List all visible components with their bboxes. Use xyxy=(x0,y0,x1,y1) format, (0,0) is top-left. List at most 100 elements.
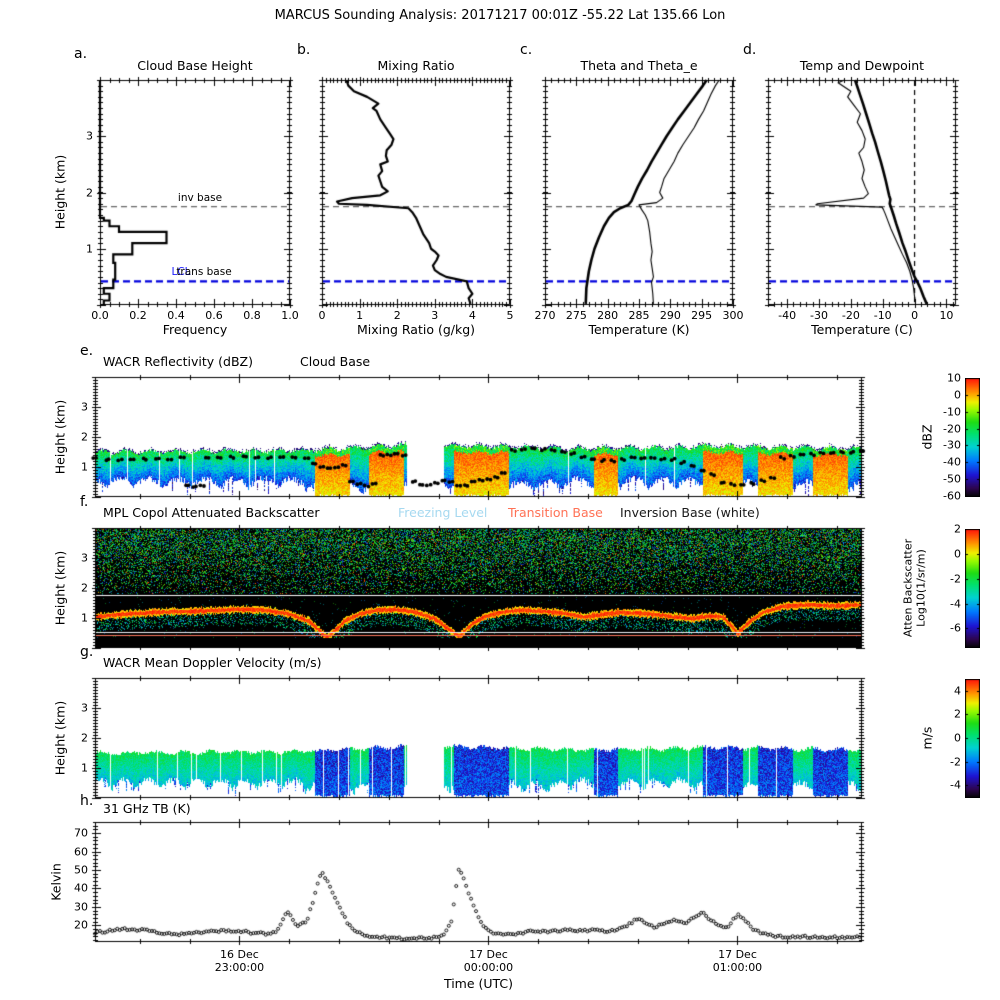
tick-label: -6 xyxy=(950,621,961,635)
tick-label: 280 xyxy=(597,309,619,322)
panel-e-plot xyxy=(90,372,867,502)
panel-f-title: MPL Copol Attenuated Backscatter xyxy=(103,505,320,520)
tick-label: -20 xyxy=(841,309,860,322)
tick-label: 17 Dec xyxy=(469,948,508,961)
panel-h-plot xyxy=(90,817,867,947)
panel-letter-c: c. xyxy=(520,42,533,58)
panel-c-title: Theta and Theta_e xyxy=(580,58,698,73)
tick-label: 0.4 xyxy=(167,309,185,322)
tick-label: 0 xyxy=(911,309,919,322)
tick-label: 5 xyxy=(506,309,514,322)
tick-label: 30 xyxy=(74,900,88,914)
panel-a-plot xyxy=(95,75,295,310)
tick-label: 3 xyxy=(431,309,439,322)
panel-letter-e: e. xyxy=(80,343,94,359)
lcl-annotation: LCL xyxy=(171,266,191,278)
panel-letter-a: a. xyxy=(74,46,88,62)
axis-label-height-a: Height (km) xyxy=(52,154,68,230)
tick-label: 20 xyxy=(74,918,88,932)
panel-d-temp-dewpoint: -40 -30 -20 -10 0 10 xyxy=(763,75,961,322)
panel-g-title: WACR Mean Doppler Velocity (m/s) xyxy=(103,655,322,670)
legend-transition-base: Transition Base xyxy=(508,505,603,520)
tick-label: 16 Dec xyxy=(220,948,259,961)
panel-f-plot xyxy=(90,523,867,653)
panel-c-plot xyxy=(540,75,738,310)
tick-label: 290 xyxy=(659,309,681,322)
tick-label: 0 xyxy=(954,731,961,745)
colorbar-ms: 4 2 0 -2 -4 xyxy=(950,679,980,798)
colorbar-label-ms: m/s xyxy=(919,726,935,750)
tick-label: 10 xyxy=(947,371,961,385)
axis-label-frequency: Frequency xyxy=(162,322,228,337)
colorbar-dbz: 10 0 -10 -20 -30 -40 -50 -60 xyxy=(943,372,980,503)
tick-label: 270 xyxy=(534,309,556,322)
tick-label: -50 xyxy=(943,472,961,486)
tick-label: 0.8 xyxy=(243,309,261,322)
tick-label: 295 xyxy=(691,309,713,322)
axis-label-height-g: Height (km) xyxy=(52,700,68,776)
tick-label: -4 xyxy=(950,597,961,611)
axis-label-height-e: Height (km) xyxy=(52,399,68,475)
tick-label: 2 xyxy=(954,522,961,536)
tick-label: 4 xyxy=(468,309,476,322)
colorbar-dbz-gradient xyxy=(965,378,980,497)
tick-label: 3 xyxy=(81,551,88,565)
panel-e-title: WACR Reflectivity (dBZ) xyxy=(103,354,253,369)
tick-label: 4 xyxy=(954,684,961,698)
tick-label: 275 xyxy=(565,309,587,322)
tick-label: 3 xyxy=(86,129,93,143)
tick-label: 01:00:00 xyxy=(712,961,763,974)
colorbar-backscatter: 2 0 -2 -4 -6 xyxy=(950,523,980,648)
tick-label: -30 xyxy=(943,438,961,452)
tick-label: 2 xyxy=(81,430,88,444)
colorbar-backscatter-gradient xyxy=(965,529,980,648)
panel-letter-b: b. xyxy=(297,42,311,58)
tick-label: 00:00:00 xyxy=(463,961,514,974)
tick-label: -2 xyxy=(950,572,961,586)
panel-a-title: Cloud Base Height xyxy=(137,58,253,73)
tick-label: 40 xyxy=(74,881,88,895)
inv-base-annotation: inv base xyxy=(177,192,223,204)
colorbar-label-dbz: dBZ xyxy=(919,424,935,450)
tick-label: 50 xyxy=(74,863,88,877)
panel-a-cloud-base-height: inv base LCL trans base 0.0 0.2 0.4 0.6 0.8 1… xyxy=(86,75,299,322)
tick-label: 23:00:00 xyxy=(214,961,265,974)
tick-label: 2 xyxy=(81,581,88,595)
tick-label: -40 xyxy=(943,455,961,469)
tick-label: 2 xyxy=(954,707,961,721)
panel-b-title: Mixing Ratio xyxy=(377,58,455,73)
panel-e-cloudbase-label: Cloud Base xyxy=(300,354,371,369)
panel-g-doppler-velocity: 1 2 3 xyxy=(81,673,867,803)
tick-label: 0 xyxy=(318,309,326,322)
panel-letter-d: d. xyxy=(743,42,757,58)
trans-base-annotation: trans base xyxy=(176,266,232,278)
colorbar-label-backscatter: Atten Backscatter Log10(1/sr/m) xyxy=(901,538,927,638)
tick-label: -60 xyxy=(943,489,961,503)
tick-label: 1.0 xyxy=(281,309,299,322)
panel-g-plot xyxy=(90,673,867,803)
tick-label: 0 xyxy=(954,388,961,402)
tick-label: 300 xyxy=(722,309,744,322)
tick-label: -40 xyxy=(778,309,797,322)
panel-h-title: 31 GHz TB (K) xyxy=(103,801,191,816)
tick-label: 3 xyxy=(81,701,88,715)
tick-label: 2 xyxy=(86,186,93,199)
tick-label: -30 xyxy=(809,309,828,322)
tick-label: 60 xyxy=(74,845,88,859)
tick-label: 0 xyxy=(954,547,961,561)
tick-label: 1 xyxy=(86,242,93,256)
tick-label: 0.2 xyxy=(129,309,147,322)
panel-b-plot xyxy=(317,75,515,310)
tick-label: 285 xyxy=(628,309,650,322)
tick-label: -2 xyxy=(950,755,961,769)
colorbar-ms-gradient xyxy=(965,679,980,798)
tick-label: -4 xyxy=(950,778,961,792)
panel-h-tb-timeseries: 20 30 40 50 60 70 16 Dec 23:00:00 17 Dec 00:00:00… xyxy=(74,817,867,974)
tick-label: -10 xyxy=(943,405,961,419)
panel-b-mixing-ratio: 0 1 2 3 4 5 xyxy=(317,75,515,322)
tick-label: 3 xyxy=(81,400,88,414)
tick-label: 1 xyxy=(81,761,88,775)
tick-label: 0.0 xyxy=(91,309,109,322)
tick-label: 0.6 xyxy=(205,309,223,322)
